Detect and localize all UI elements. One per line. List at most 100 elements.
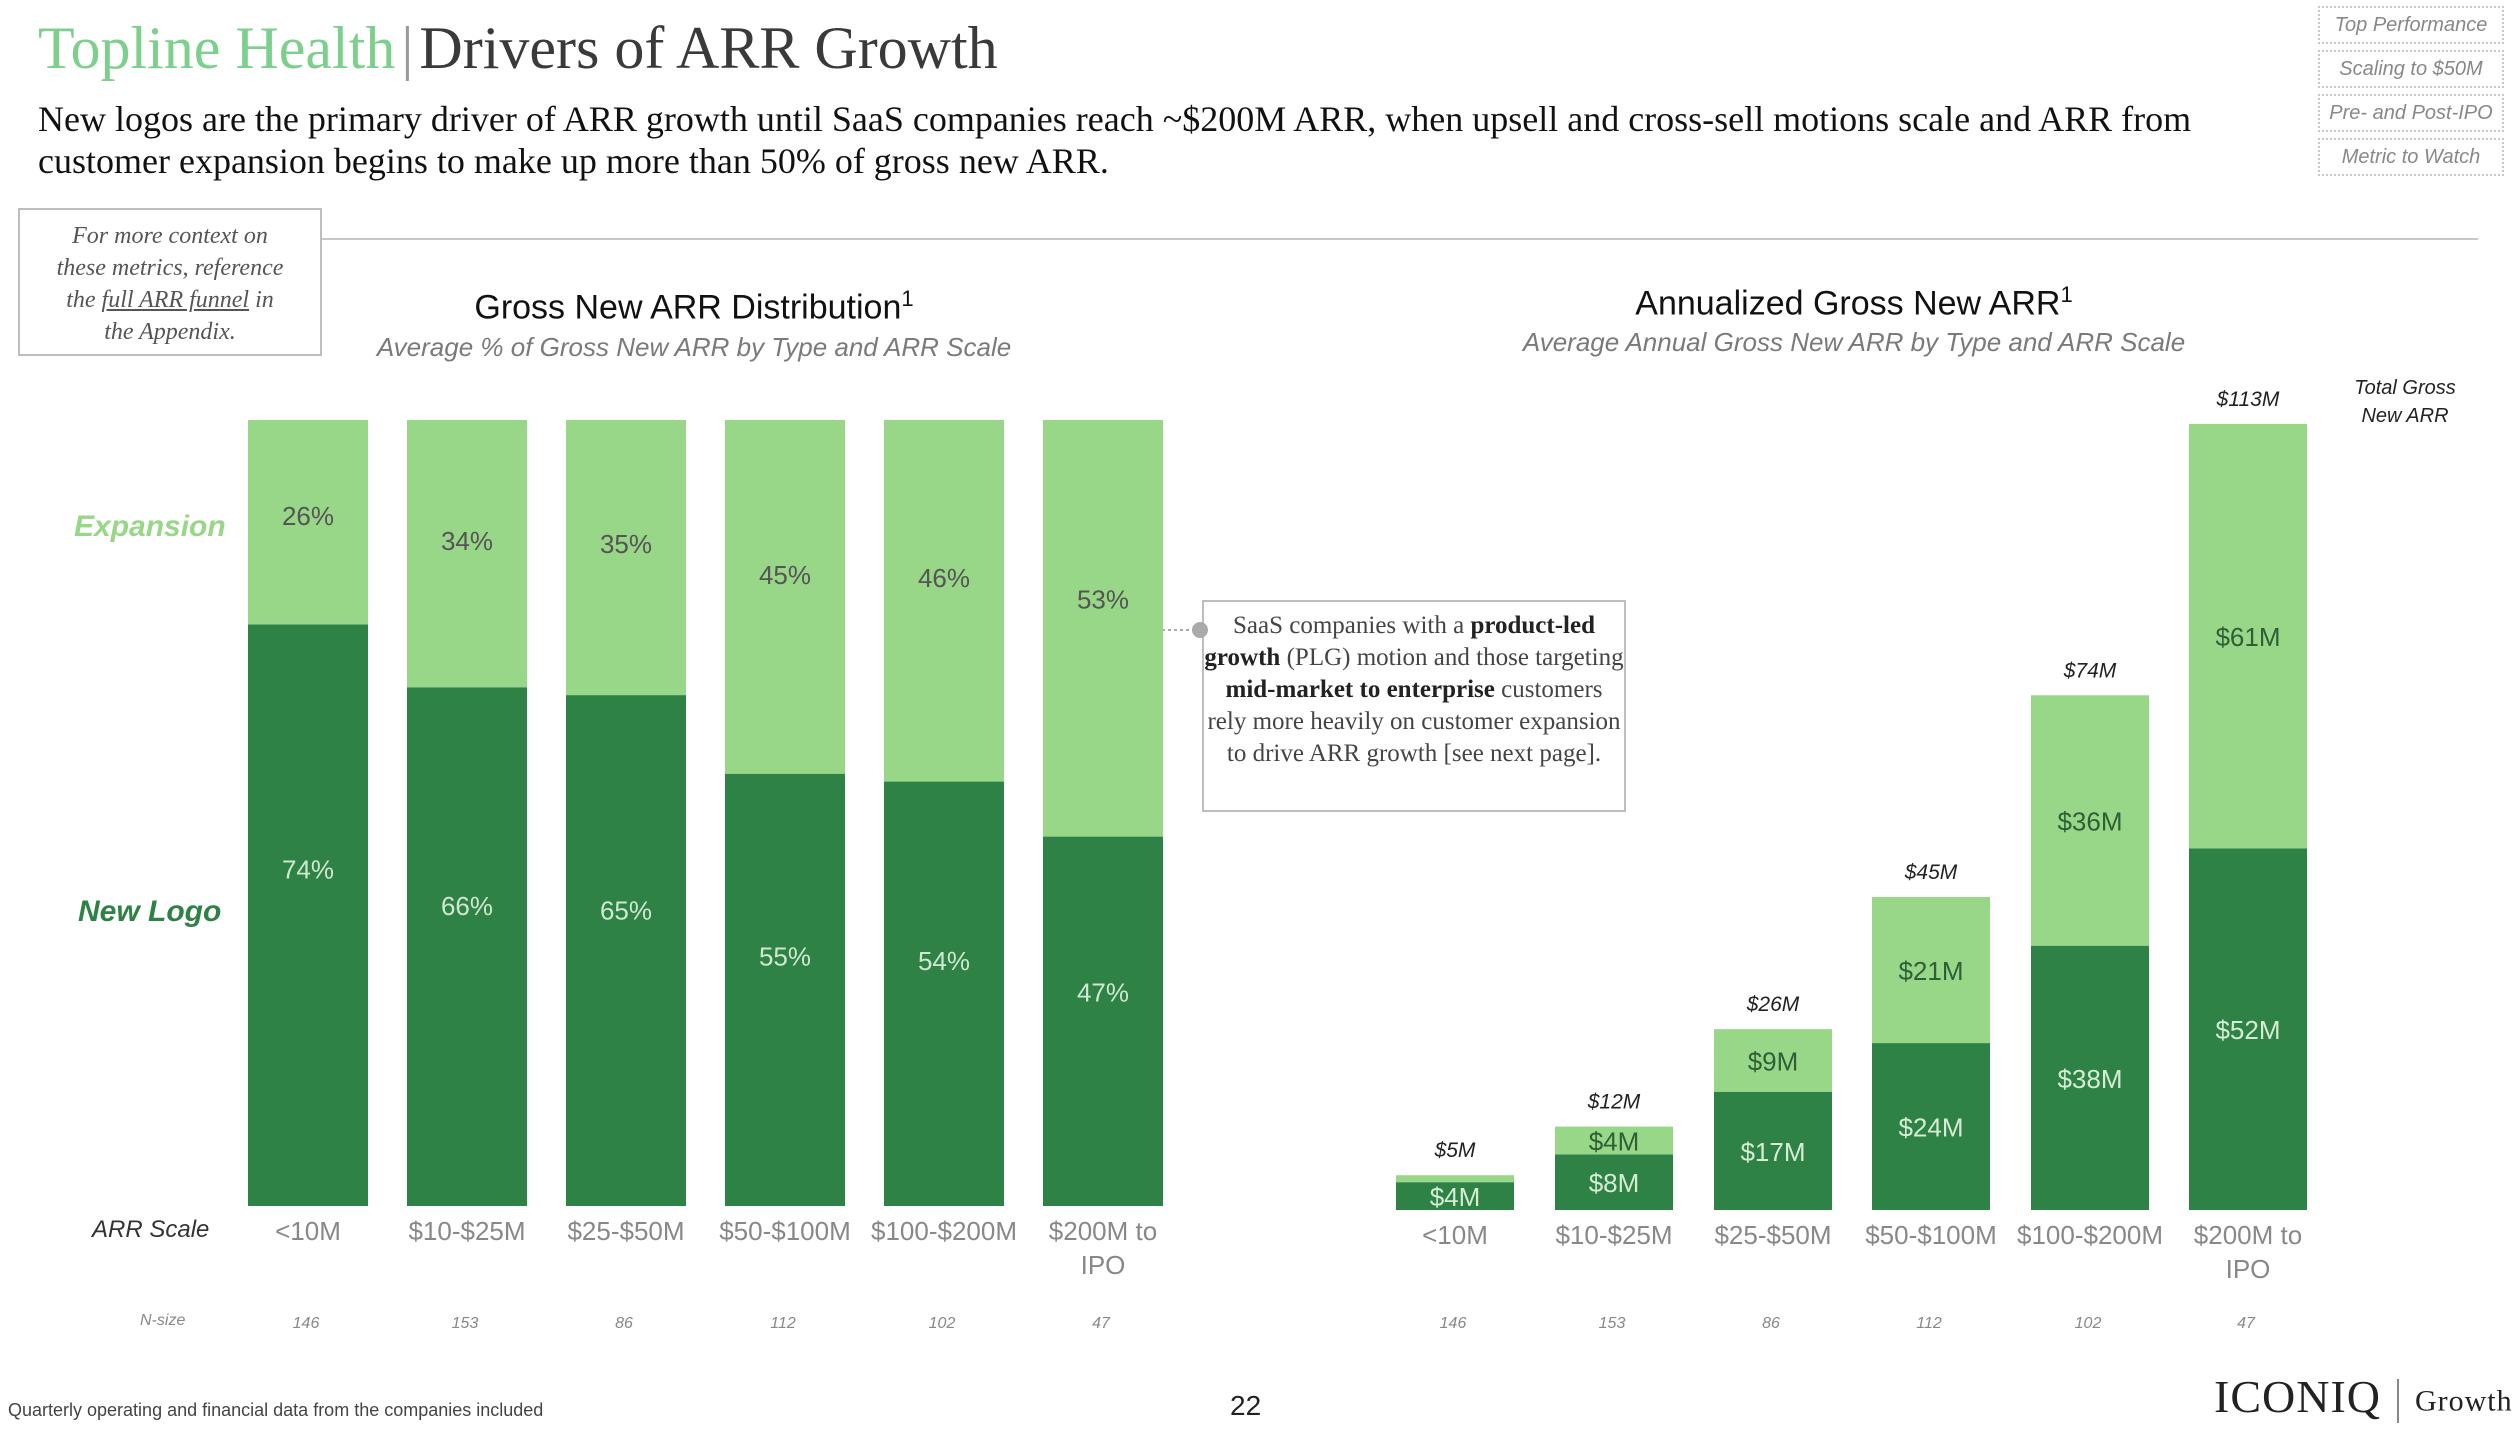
callout-text: SaaS companies with a: [1232, 612, 1471, 639]
chart1-n-size: 102: [929, 1315, 956, 1332]
chart2-subtitle: Average Annual Gross New ARR by Type and…: [1522, 327, 2186, 357]
chart1-category-label: $25-$50M: [567, 1216, 684, 1246]
chart2-category-label: $25-$50M: [1714, 1220, 1831, 1250]
chart2-bar-new-logo: [2031, 945, 2149, 1210]
expansion-label: Expansion: [74, 510, 226, 543]
chart2-title-sup: 1: [2060, 282, 2073, 307]
context-text: in: [249, 287, 274, 313]
chart1-n-size: 153: [452, 1315, 479, 1332]
divider: [322, 238, 2478, 240]
chart2-n-size: 146: [1440, 1315, 1467, 1332]
chart1-label-new-logo: 55%: [759, 941, 811, 971]
chart2-bar-new-logo: [1396, 1182, 1514, 1210]
chart1-category-label: $200M to: [1049, 1216, 1157, 1246]
chart1-bar-new-logo: [725, 773, 845, 1206]
chart2-total-label: $12M: [1587, 1091, 1641, 1114]
tab-pre-post-ipo[interactable]: Pre- and Post-IPO: [2318, 94, 2504, 132]
brand-logo: ICONIQ Growth: [2214, 1370, 2513, 1424]
tab-scaling-to-50m[interactable]: Scaling to $50M: [2318, 50, 2504, 88]
title-main: Drivers of ARR Growth: [419, 15, 998, 81]
context-line: For more context on: [72, 223, 268, 249]
chart2-n-size: 47: [2237, 1315, 2256, 1332]
chart2-n-size: 102: [2075, 1315, 2102, 1332]
chart2-category-label: $10-$25M: [1555, 1220, 1672, 1250]
chart2-total-label: $45M: [1904, 861, 1958, 884]
chart2-label-expansion: $21M: [1898, 956, 1963, 986]
callout-text: customers rely more heavily on customer …: [1207, 676, 1621, 767]
chart2-title: Annualized Gross New ARR1: [1635, 282, 2072, 323]
chart1-category-label: $10-$25M: [408, 1216, 525, 1246]
chart2-label-expansion: $4M: [1589, 1126, 1640, 1156]
chart2-bar-new-logo: [1714, 1091, 1832, 1210]
chart2-title-text: Annualized Gross New ARR: [1635, 284, 2061, 323]
chart1-title-text: Gross New ARR Distribution: [474, 288, 902, 327]
chart1-bar-new-logo: [884, 781, 1004, 1206]
chart1-n-size: 47: [1092, 1315, 1111, 1332]
chart1-label-new-logo: 54%: [918, 946, 970, 976]
page-number: 22: [1230, 1390, 1262, 1421]
chart1-bar-new-logo: [248, 624, 368, 1206]
context-text: the: [66, 287, 102, 313]
chart1-label-expansion: 46%: [918, 563, 970, 593]
chart2-label-new-logo: $24M: [1898, 1113, 1963, 1143]
chart2-label-new-logo: $8M: [1589, 1168, 1640, 1198]
chart1-category-label: $100-$200M: [871, 1216, 1017, 1246]
callout-dot: [1192, 622, 1208, 638]
chart1-label-new-logo: 47%: [1077, 978, 1129, 1008]
chart1-bar-expansion: [725, 420, 845, 774]
chart1-category-label: $50-$100M: [719, 1216, 851, 1246]
chart1-bar-new-logo: [407, 687, 527, 1206]
chart2-label-new-logo: $17M: [1740, 1137, 1805, 1167]
chart2-total-label: $26M: [1746, 993, 1800, 1016]
context-line: the full ARR funnel in: [20, 284, 320, 316]
n-size-label: N-size: [140, 1312, 186, 1329]
chart1-label-expansion: 35%: [600, 529, 652, 559]
chart2-category-label: $100-$200M: [2017, 1220, 2163, 1250]
chart1-bar-expansion: [1043, 420, 1163, 837]
chart1-bar-expansion: [566, 420, 686, 696]
chart2-n-size: 86: [1762, 1315, 1780, 1332]
chart1-n-size: 146: [293, 1315, 320, 1332]
chart1-title: Gross New ARR Distribution1: [474, 286, 913, 327]
chart1-label-new-logo: 66%: [441, 891, 493, 921]
chart1-label-expansion: 45%: [759, 560, 811, 590]
chart1-label-expansion: 34%: [441, 526, 493, 556]
chart2-n-size: 153: [1599, 1315, 1626, 1332]
chart2-bar-expansion: [1714, 1029, 1832, 1092]
page-title: Topline Health | Drivers of ARR Growth: [38, 14, 998, 83]
chart2-label-expansion: $61M: [2215, 622, 2280, 652]
chart2-label-new-logo: $38M: [2057, 1064, 2122, 1094]
chart1-subtitle: Average % of Gross New ARR by Type and A…: [376, 332, 1012, 362]
callout-bold: mid-market to enterprise: [1225, 676, 1495, 703]
tab-top-performance[interactable]: Top Performance: [2318, 6, 2504, 44]
footer-note: Quarterly operating and financial data f…: [8, 1400, 544, 1420]
chart1-category-label: IPO: [1081, 1250, 1126, 1280]
chart2-bar-expansion: [1396, 1175, 1514, 1183]
chart2-category-label: $50-$100M: [1865, 1220, 1997, 1250]
brand-name: ICONIQ: [2214, 1371, 2381, 1422]
chart1-bar-new-logo: [566, 695, 686, 1206]
chart1-title-sup: 1: [901, 286, 914, 311]
chart1-label-expansion: 53%: [1077, 585, 1129, 615]
chart1-label-expansion: 26%: [282, 501, 334, 531]
chart2-label-expansion: $9M: [1748, 1046, 1799, 1076]
context-line: the Appendix.: [104, 319, 236, 345]
chart2-total-label: $5M: [1434, 1139, 1476, 1162]
tab-metric-to-watch[interactable]: Metric to Watch: [2318, 138, 2504, 176]
chart2-bar-new-logo: [1555, 1154, 1673, 1210]
chart1-bar-expansion: [407, 420, 527, 688]
chart1-label-new-logo: 74%: [282, 855, 334, 885]
arr-scale-label: ARR Scale: [92, 1216, 210, 1243]
new-logo-label: New Logo: [78, 895, 222, 928]
chart2-total-label: $113M: [2216, 388, 2280, 411]
chart1-bar-expansion: [248, 420, 368, 625]
chart2-bar-expansion: [1555, 1126, 1673, 1155]
chart1-label-new-logo: 65%: [600, 896, 652, 926]
arr-funnel-link[interactable]: full ARR funnel: [101, 287, 250, 313]
chart2-category-label: <10M: [1422, 1220, 1488, 1250]
chart2-bar-new-logo: [2189, 848, 2307, 1210]
page-subtitle: New logos are the primary driver of ARR …: [38, 99, 2192, 181]
context-note: For more context on these metrics, refer…: [18, 208, 322, 356]
chart2-total-label: $74M: [2063, 659, 2117, 682]
